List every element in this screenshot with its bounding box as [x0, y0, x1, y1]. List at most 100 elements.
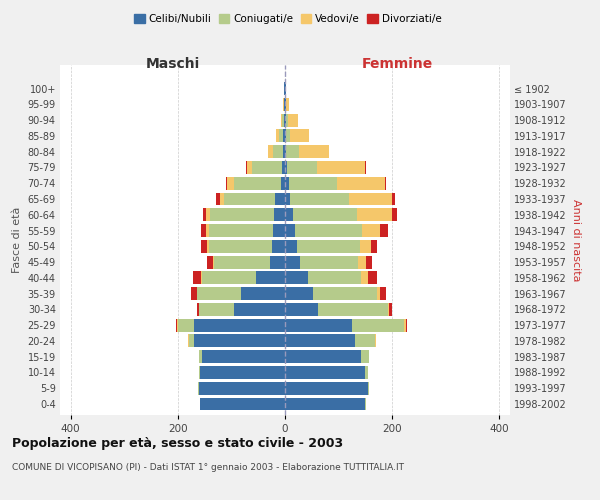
Bar: [199, 366, 200, 379]
Bar: [197, 303, 199, 316]
Bar: [201, 224, 206, 237]
Bar: [272, 240, 285, 253]
Bar: [199, 382, 285, 394]
Bar: [286, 130, 290, 142]
Legend: Celibi/Nubili, Coniugati/e, Vedovi/e, Divorziati/e: Celibi/Nubili, Coniugati/e, Vedovi/e, Di…: [130, 10, 446, 29]
Text: Popolazione per età, sesso e stato civile - 2003: Popolazione per età, sesso e stato civil…: [12, 438, 343, 450]
Bar: [203, 208, 206, 221]
Bar: [366, 256, 373, 268]
Bar: [283, 114, 284, 126]
Bar: [285, 161, 287, 174]
Bar: [285, 224, 295, 237]
Bar: [273, 224, 285, 237]
Bar: [210, 208, 274, 221]
Bar: [358, 256, 366, 268]
Bar: [377, 287, 380, 300]
Text: Femmine: Femmine: [362, 58, 433, 71]
Bar: [197, 287, 241, 300]
Bar: [285, 240, 297, 253]
Bar: [188, 334, 194, 347]
Text: COMUNE DI VICOPISANO (PI) - Dati ISTAT 1° gennaio 2003 - Elaborazione TUTTITALIA: COMUNE DI VICOPISANO (PI) - Dati ISTAT 1…: [12, 462, 404, 471]
Bar: [368, 382, 369, 394]
Bar: [285, 177, 289, 190]
Bar: [357, 208, 392, 221]
Bar: [287, 161, 317, 174]
Bar: [365, 366, 368, 379]
Bar: [256, 272, 285, 284]
Bar: [208, 256, 212, 268]
Bar: [365, 161, 366, 174]
Bar: [285, 208, 293, 221]
Bar: [349, 192, 392, 205]
Bar: [285, 303, 318, 316]
Bar: [285, 192, 290, 205]
Bar: [388, 303, 389, 316]
Bar: [285, 287, 313, 300]
Bar: [226, 177, 227, 190]
Bar: [392, 192, 395, 205]
Bar: [246, 161, 247, 174]
Bar: [206, 208, 210, 221]
Bar: [194, 334, 285, 347]
Bar: [285, 334, 355, 347]
Bar: [287, 114, 298, 126]
Bar: [241, 287, 285, 300]
Bar: [279, 130, 283, 142]
Bar: [371, 240, 377, 253]
Bar: [177, 318, 178, 332]
Bar: [337, 177, 385, 190]
Bar: [392, 208, 397, 221]
Bar: [367, 272, 377, 284]
Bar: [202, 272, 256, 284]
Bar: [268, 145, 272, 158]
Bar: [285, 318, 352, 332]
Bar: [300, 256, 358, 268]
Text: Maschi: Maschi: [145, 58, 200, 71]
Bar: [406, 318, 407, 332]
Bar: [200, 398, 285, 410]
Bar: [286, 98, 289, 111]
Bar: [275, 192, 285, 205]
Bar: [380, 287, 386, 300]
Bar: [295, 224, 362, 237]
Bar: [201, 240, 208, 253]
Bar: [199, 303, 234, 316]
Bar: [208, 240, 209, 253]
Bar: [313, 287, 377, 300]
Bar: [200, 366, 285, 379]
Bar: [277, 130, 279, 142]
Bar: [212, 256, 214, 268]
Bar: [198, 382, 199, 394]
Bar: [317, 161, 365, 174]
Bar: [286, 114, 287, 126]
Bar: [191, 287, 197, 300]
Bar: [209, 240, 272, 253]
Bar: [233, 177, 281, 190]
Bar: [194, 318, 285, 332]
Bar: [281, 177, 285, 190]
Bar: [318, 303, 388, 316]
Bar: [283, 130, 285, 142]
Bar: [270, 256, 285, 268]
Bar: [360, 240, 371, 253]
Y-axis label: Fasce di età: Fasce di età: [12, 207, 22, 273]
Bar: [176, 318, 177, 332]
Bar: [290, 192, 349, 205]
Bar: [293, 208, 357, 221]
Bar: [227, 177, 233, 190]
Bar: [272, 145, 283, 158]
Bar: [361, 350, 368, 363]
Bar: [285, 145, 286, 158]
Bar: [285, 272, 308, 284]
Bar: [290, 130, 309, 142]
Bar: [297, 240, 360, 253]
Bar: [286, 145, 299, 158]
Bar: [193, 272, 202, 284]
Bar: [209, 224, 273, 237]
Bar: [285, 350, 361, 363]
Bar: [285, 130, 286, 142]
Bar: [274, 208, 285, 221]
Bar: [404, 318, 406, 332]
Bar: [380, 224, 388, 237]
Bar: [234, 303, 285, 316]
